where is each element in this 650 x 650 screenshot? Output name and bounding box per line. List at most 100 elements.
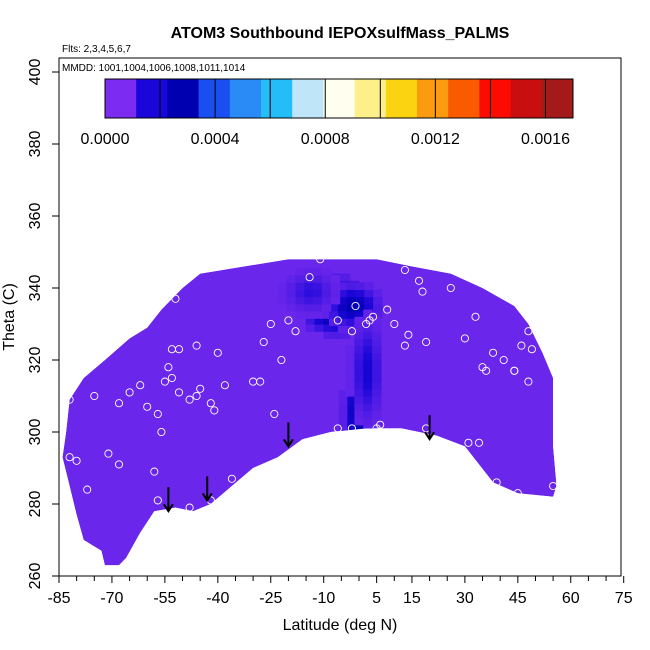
field-cell [346,296,356,305]
field-cell [337,289,348,298]
observation-point [291,327,300,336]
field-cell [295,311,305,319]
field-cell [354,367,364,375]
field-cell [346,303,356,312]
field-cell [338,411,348,420]
observation-point [362,319,371,329]
field-cell [277,282,288,290]
field-cell [372,352,382,361]
observation-point [524,327,533,336]
x-axis: -85 -70 -55 -40 -25 -10 5 15 30 45 60 75 [47,576,633,607]
x-tick-label: 5 [372,590,381,607]
field-cell [304,275,314,283]
observation-point [527,345,536,354]
observation-point [489,348,498,357]
observation-points [65,255,558,512]
observation-point [464,438,473,447]
observation-point [510,366,519,375]
field-cell [354,331,364,339]
field-cell [345,367,355,375]
colorbar-swatch [417,79,449,118]
colorbar-tick-label: 0.0004 [191,131,240,148]
y-tick-label: 260 [27,563,44,590]
field-cell [372,360,382,368]
field-cell [363,352,373,361]
mmdd-label: MMDD: 1001,1004,1006,1008,1011,1014 [62,63,246,74]
x-tick-label: -70 [100,590,123,607]
field-cell [295,303,305,312]
field-cell [345,360,355,368]
field-cell [373,289,383,298]
field-cell [313,296,323,305]
observation-point [316,255,325,264]
colorbar-swatch [541,79,574,118]
field-cell [330,282,341,290]
observation-point [499,355,508,365]
field-cell [313,311,323,319]
field-cell [365,440,375,449]
observation-point [376,420,385,429]
observation-point [192,341,201,350]
y-tick-label: 300 [27,419,44,446]
field-cell [313,275,323,283]
observation-point [206,399,215,408]
field-cell [372,396,382,404]
observation-point [160,377,169,386]
field-cell [329,318,339,326]
field-cell [354,410,364,419]
field-cell [356,447,366,456]
field-cell [347,404,357,413]
field-cell [277,289,288,298]
field-cell [354,381,364,390]
field-cell [304,282,314,290]
field-cell [338,426,348,434]
observation-point [125,388,134,397]
chart-title: ATOM3 Southbound IEPOXsulfMass_PALMS [171,25,510,42]
observation-point [517,341,526,350]
field-cell [330,289,341,298]
observation-point [104,449,113,458]
field-cell [295,282,305,290]
field-cell [346,325,356,334]
field-cell [354,345,364,354]
observation-point [400,341,409,350]
field-cell [323,331,333,339]
field-cell [372,388,382,397]
field-cell [347,440,357,449]
field-cell [363,338,373,347]
colorbar-swatch [510,79,543,118]
colorbar [104,78,574,119]
field-cell [363,381,373,390]
field-cell [304,303,314,312]
field-cell [341,331,351,339]
field-cell [295,289,305,298]
field-cell [304,267,314,276]
field-cell [356,462,366,470]
field-cell [372,316,382,325]
field-cell [364,282,374,290]
colorbar-swatch [479,79,512,118]
heatmap-field [62,259,557,566]
field-cell [286,296,296,305]
field-cell [345,352,355,361]
observation-point [492,478,501,487]
field-cell [355,282,365,290]
field-region [62,259,557,566]
observation-point [347,424,356,433]
plot-frame [58,57,622,577]
field-cell [354,352,364,361]
colorbar-border [104,78,574,119]
field-cell [314,324,324,332]
arrow [283,422,294,449]
observation-point [474,438,484,447]
field-cell [365,447,375,456]
observation-point [114,399,124,408]
field-cell [363,345,373,354]
observation-point [220,381,229,390]
field-cell [332,324,342,332]
field-cell [329,311,339,319]
y-tick-label: 400 [27,59,44,86]
field-cell [345,345,355,354]
y-tick-label: 320 [27,347,44,374]
observation-point [422,337,431,347]
